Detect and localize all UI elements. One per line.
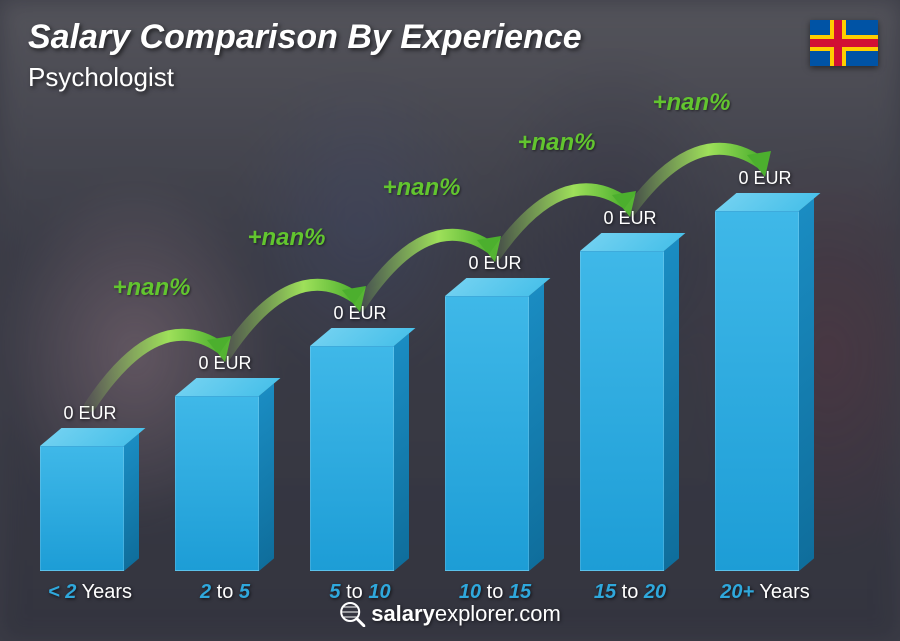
chart-area: 0 EUR< 2 Years0 EUR2 to 5+nan%0 EUR5 to … [40,140,840,571]
growth-percent-label: +nan% [653,89,731,117]
bar-x-label: 2 to 5 [165,581,285,604]
footer-brand-bold: salary [371,601,435,626]
chart-title: Salary Comparison By Experience [28,18,582,57]
bar-x-label: 20+ Years [705,581,825,604]
globe-magnifier-icon [339,601,365,627]
footer-logo: salaryexplorer.com [339,601,561,627]
footer-brand-light: explorer [435,601,513,626]
footer-brand-suffix: .com [513,601,561,626]
chart-container: Salary Comparison By Experience Psycholo… [0,0,900,641]
growth-arrow [40,131,840,571]
flag-icon [810,20,878,66]
bar-x-label: < 2 Years [30,581,150,604]
footer-brand-text: salaryexplorer.com [371,601,561,627]
chart-subtitle: Psychologist [28,62,174,93]
bar-x-label: 15 to 20 [570,581,690,604]
